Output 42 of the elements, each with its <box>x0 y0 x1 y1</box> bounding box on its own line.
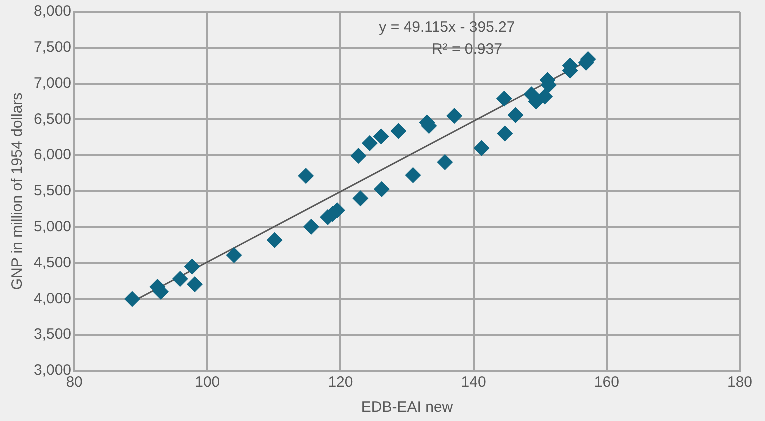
annotation: R² = 0.937 <box>432 41 502 58</box>
y-tick-label: 7,500 <box>34 39 72 56</box>
point <box>508 107 524 124</box>
y-tick-label: 5,000 <box>34 218 72 236</box>
point <box>446 108 463 124</box>
point <box>352 190 369 207</box>
point <box>373 128 390 145</box>
x-tick-label: 100 <box>195 374 220 392</box>
x-tick-label: 160 <box>594 374 620 392</box>
x-axis-title: EDB-EAI new <box>361 399 454 416</box>
y-tick-label: 5,500 <box>34 182 72 200</box>
point <box>474 140 490 156</box>
point <box>184 258 200 275</box>
y-tick-label: 6,000 <box>34 146 72 164</box>
point <box>298 168 314 184</box>
point <box>437 154 454 170</box>
point <box>497 126 514 142</box>
y-tick-label: 8,000 <box>34 3 72 20</box>
point <box>374 181 390 198</box>
point <box>172 271 188 288</box>
y-tick-label: 4,500 <box>34 254 72 272</box>
point <box>405 167 422 184</box>
x-tick-label: 180 <box>727 374 753 392</box>
point <box>350 148 367 164</box>
x-tick-label: 80 <box>66 374 83 392</box>
y-tick-label: 7,000 <box>34 74 72 92</box>
point <box>537 88 554 105</box>
x-tick-label: 120 <box>328 374 354 392</box>
y-axis-title: GNP in million of 1954 dollars <box>9 92 26 290</box>
y-tick-label: 3,500 <box>34 326 72 344</box>
y-tick-label: 4,000 <box>34 290 72 308</box>
point <box>226 247 242 264</box>
point <box>186 276 203 292</box>
x-tick-label: 140 <box>461 374 486 392</box>
point <box>390 123 407 140</box>
point <box>496 90 512 107</box>
point <box>266 232 283 248</box>
point <box>362 135 378 152</box>
annotation: y = 49.115x - 395.27 <box>379 19 516 36</box>
point <box>303 219 320 236</box>
y-tick-label: 6,500 <box>34 110 72 128</box>
point <box>124 291 140 308</box>
